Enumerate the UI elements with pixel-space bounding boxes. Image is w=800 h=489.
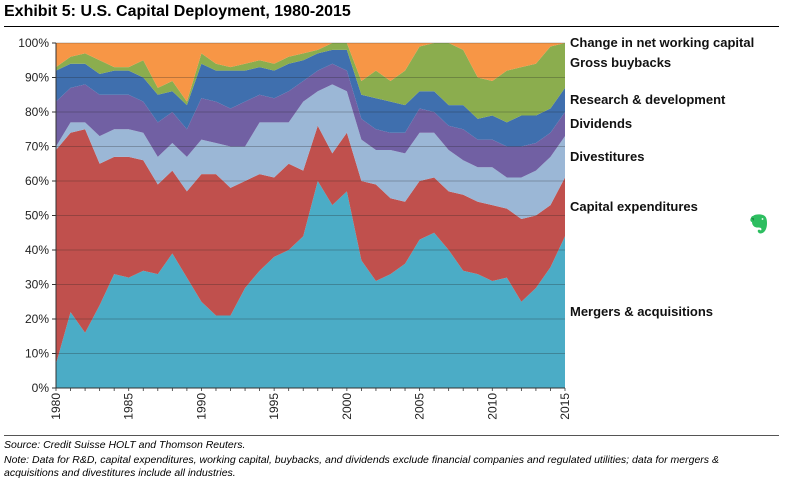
area-gross-buybacks: [56, 43, 565, 123]
y-tick-label: 90%: [25, 71, 49, 85]
x-tick-label: 2010: [485, 393, 499, 420]
y-tick-label: 50%: [25, 209, 49, 223]
area-capital-expenditures: [56, 125, 565, 364]
y-tick-label: 60%: [25, 174, 49, 188]
legend-label: Gross buybacks: [570, 55, 671, 70]
area-divestitures: [56, 84, 565, 219]
legend-label: Research & development: [570, 92, 726, 107]
area-dividends: [56, 63, 565, 178]
source-note: Source: Credit Suisse HOLT and Thomson R…: [4, 439, 246, 451]
legend-label: Divestitures: [570, 149, 644, 164]
x-tick-label: 1995: [267, 393, 281, 420]
y-tick-label: 70%: [25, 140, 49, 154]
area-research-development: [56, 49, 565, 147]
x-tick-label: 2015: [558, 393, 572, 420]
footer-divider: [4, 435, 779, 436]
y-tick-label: 0%: [32, 381, 50, 395]
y-tick-label: 10%: [25, 347, 49, 361]
x-tick-label: 1985: [122, 393, 136, 420]
page-title: Exhibit 5: U.S. Capital Deployment, 1980…: [4, 3, 351, 20]
elephant-icon[interactable]: [749, 213, 769, 235]
x-tick-label: 2005: [413, 393, 427, 420]
title-divider: [4, 26, 779, 27]
y-tick-label: 40%: [25, 243, 49, 257]
x-tick-label: 1990: [194, 393, 208, 420]
x-tick-label: 1980: [49, 393, 63, 420]
area-change-in-net-working-capital: [56, 43, 565, 102]
legend-label: Change in net working capital: [570, 35, 754, 50]
y-tick-label: 80%: [25, 105, 49, 119]
legend-label: Mergers & acquisitions: [570, 304, 713, 319]
legend-label: Dividends: [570, 116, 632, 131]
y-tick-label: 20%: [25, 312, 49, 326]
y-tick-label: 30%: [25, 278, 49, 292]
legend-label: Capital expenditures: [570, 199, 698, 214]
y-tick-label: 100%: [18, 36, 49, 50]
stacked-area-chart: 0% 10% 20% 30% 40% 50% 60% 70% 80% 90% 100% 1980 19…: [18, 35, 754, 420]
x-tick-label: 2000: [340, 393, 354, 420]
data-note: Note: Data for R&D, capital expenditures…: [4, 454, 719, 479]
